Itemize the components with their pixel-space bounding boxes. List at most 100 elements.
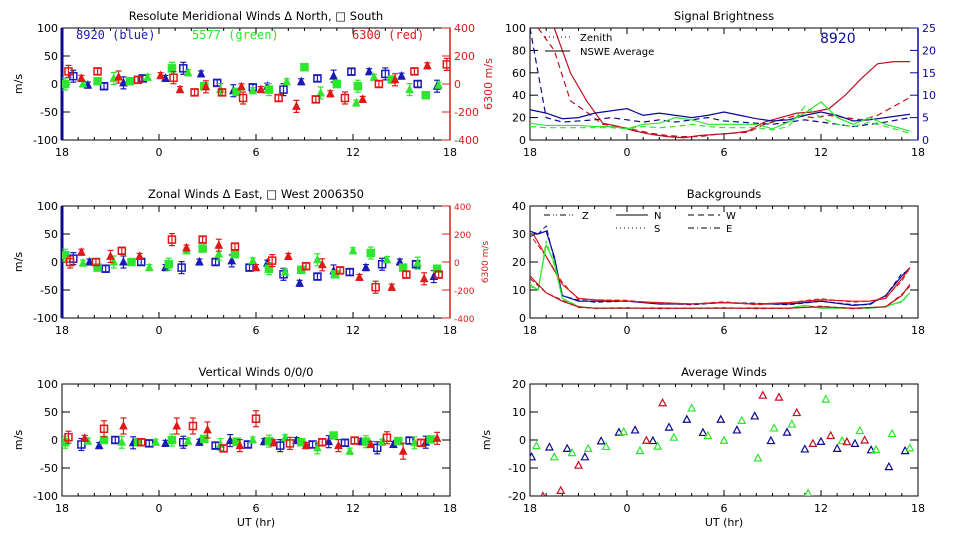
data-point-square (311, 95, 321, 104)
y2-tick-label: 0 (454, 78, 461, 91)
data-point-triangle (567, 447, 577, 457)
x-tick-label: 0 (624, 146, 631, 159)
x-tick-label: 18 (523, 502, 537, 515)
data-point-triangle (292, 101, 301, 110)
y2-tick-label: 200 (454, 50, 475, 63)
data-point-square (230, 249, 240, 259)
data-point-triangle (313, 442, 322, 452)
data-point-square (167, 64, 177, 73)
data-point-triangle (787, 419, 797, 428)
data-point-triangle (871, 444, 881, 454)
x-tick-label: 18 (443, 502, 457, 515)
data-point-triangle (183, 436, 193, 445)
data-point-square (285, 439, 295, 448)
x-tick-label: 0 (156, 146, 163, 159)
y-tick-label: -100 (33, 490, 58, 503)
y-tick-label: -10 (508, 462, 526, 475)
legend-label: S (654, 224, 660, 235)
data-point-triangle (758, 390, 768, 399)
series-line-variant (530, 225, 911, 306)
data-point-triangle (227, 255, 237, 265)
y-tick-label: -20 (508, 490, 526, 503)
y-tick-label: 0 (51, 256, 58, 269)
data-point-triangle (737, 415, 747, 424)
y2-axis-label: 6300 m/s (482, 58, 495, 110)
data-point-square (374, 79, 384, 89)
data-point-triangle (732, 425, 742, 434)
legend-label: N (654, 211, 661, 222)
plot-frame (529, 27, 919, 141)
data-point-triangle (214, 249, 224, 258)
data-point-square (62, 79, 70, 89)
data-point-square (91, 257, 101, 267)
data-point-square (219, 444, 228, 453)
data-point-square (301, 261, 311, 271)
data-point-triangle (596, 436, 606, 445)
data-point-square (421, 90, 430, 100)
y-tick-label: 0 (519, 434, 526, 447)
chart-title: Signal Brightness (674, 9, 774, 23)
data-point-triangle (698, 427, 708, 437)
data-point-square (377, 259, 387, 269)
data-point-square (442, 60, 450, 69)
data-point-triangle (348, 245, 358, 255)
y-tick-label: -100 (33, 312, 58, 325)
x-tick-label: 18 (911, 324, 925, 337)
data-point-triangle (296, 76, 306, 86)
data-point-triangle (405, 84, 414, 94)
data-point-square (410, 67, 419, 76)
annotation-label: 5577 (green) (192, 28, 279, 42)
data-point-triangle (410, 437, 419, 447)
data-point-triangle (601, 441, 611, 451)
data-point-triangle (85, 256, 94, 266)
y2-tick-label: 10 (922, 89, 936, 102)
y-tick-label: -50 (40, 284, 58, 297)
data-point-triangle (251, 262, 261, 272)
data-point-triangle (80, 433, 89, 442)
data-point-triangle (106, 251, 115, 260)
data-point-triangle (413, 258, 422, 267)
data-point-triangle (78, 258, 88, 267)
data-point-triangle (195, 256, 204, 266)
data-point-square (279, 85, 288, 94)
data-point-triangle (716, 414, 726, 423)
panel-vertical: Vertical Winds 0/0/0 18 0 6 12 18 100 50 0 -50 -10… (12, 365, 457, 529)
data-point-triangle (855, 425, 865, 435)
x-tick-label: 12 (346, 502, 360, 515)
data-point-triangle (390, 74, 400, 84)
data-point-triangle (653, 441, 663, 450)
x-tick-label: 6 (253, 146, 260, 159)
data-point-square (432, 264, 442, 273)
data-point-square (402, 270, 411, 279)
data-point-square (398, 263, 408, 272)
data-point-triangle (531, 440, 541, 450)
panel-meridional: Resolute Meridional Winds Δ North, □ Sou… (12, 9, 495, 159)
data-point-triangle (832, 443, 842, 452)
data-point-triangle (826, 430, 836, 440)
data-point-square (69, 71, 78, 81)
data-point-triangle (703, 430, 713, 440)
data-point-square (340, 438, 350, 448)
data-point-square (127, 257, 136, 267)
data-point-square (251, 414, 261, 423)
data-point-square (371, 282, 380, 292)
data-point-square (101, 264, 110, 273)
data-point-triangle (614, 427, 624, 436)
y-tick-label: 20 (512, 256, 526, 269)
data-point-square (267, 256, 277, 265)
series-line (530, 230, 911, 307)
chart-title: Average Winds (681, 365, 767, 379)
plot-frame (61, 383, 451, 497)
data-point-triangle (369, 72, 379, 81)
data-point-triangle (884, 461, 894, 471)
data-point-square (264, 85, 274, 94)
data-point-triangle (201, 81, 211, 91)
data-point-square (188, 421, 198, 431)
data-point-triangle (866, 445, 876, 454)
data-point-square (93, 263, 102, 272)
data-point-square (177, 263, 186, 272)
data-point-square (350, 436, 359, 445)
y-axis-label: m/s (12, 252, 25, 272)
data-point-triangle (183, 67, 193, 77)
